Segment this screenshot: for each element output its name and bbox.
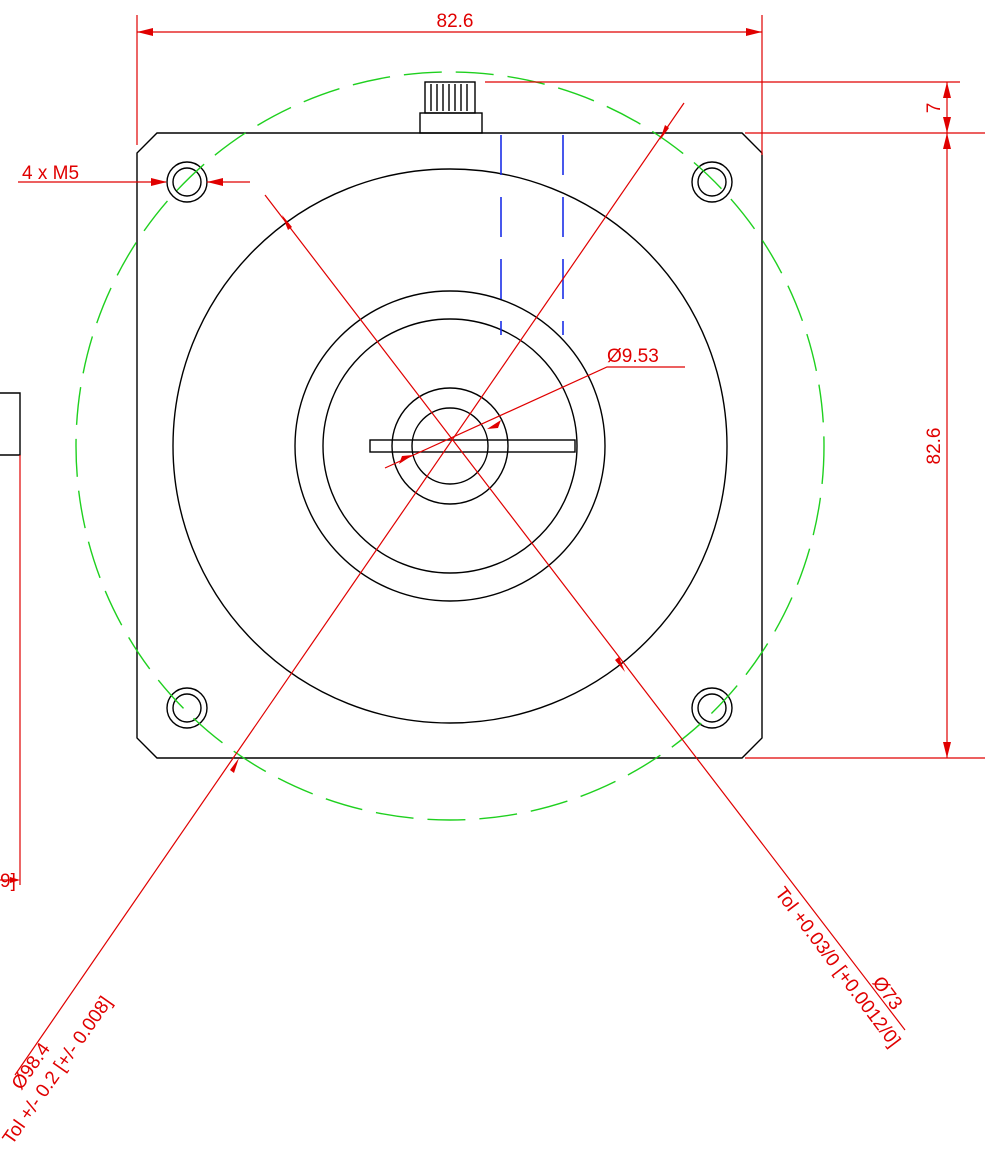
bolt-circle [75, 71, 825, 821]
shaft [411, 407, 489, 485]
connector-dim-label: 7 [924, 103, 945, 114]
key-slot [369, 439, 576, 453]
top-dim [136, 15, 763, 155]
shaft-label: Ø9.53 [607, 346, 659, 367]
partial-dim [0, 455, 21, 885]
partial-label: 9] [0, 871, 16, 892]
boss-outer [294, 290, 606, 602]
shaft-leader [384, 366, 685, 469]
flange-outline [136, 132, 763, 759]
partial-view [0, 392, 21, 456]
holes-label: 4 x M5 [22, 163, 79, 184]
right-dim [485, 81, 985, 759]
pilot-leader [264, 194, 906, 1031]
pilot-tol: Tol +0.03/0 [+0.0012/0] [770, 883, 904, 1051]
shaft-outer [391, 387, 509, 505]
top-dim-label: 82.6 [437, 11, 474, 32]
side-dim-label: 82.6 [924, 428, 945, 465]
holes [166, 161, 733, 729]
connector [419, 81, 483, 134]
hidden-lines [500, 135, 564, 335]
pilot-circle [172, 168, 728, 724]
bolt-circle-leader [14, 102, 685, 1076]
boss-inner [322, 318, 578, 574]
